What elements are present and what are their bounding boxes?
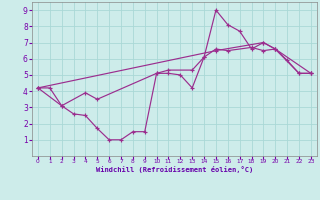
X-axis label: Windchill (Refroidissement éolien,°C): Windchill (Refroidissement éolien,°C) bbox=[96, 166, 253, 173]
